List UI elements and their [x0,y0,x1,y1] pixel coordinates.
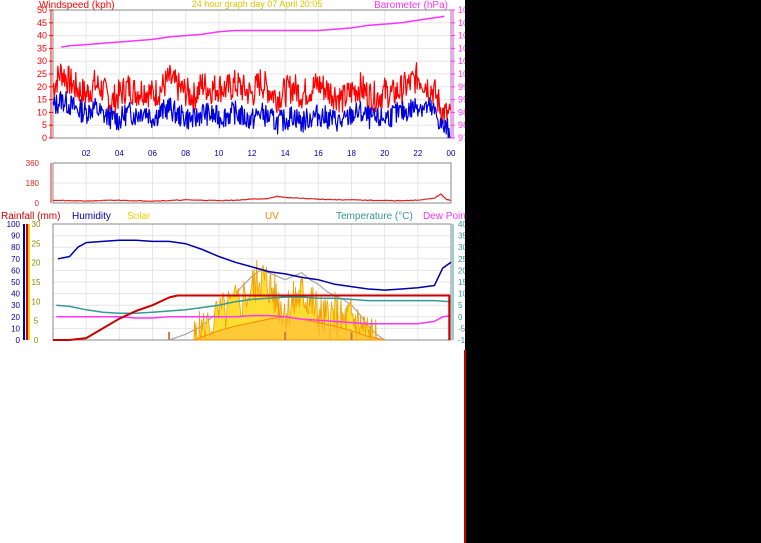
baro-right-tick-label: 1005 [458,56,465,66]
weather-x-tick-label: 04 [115,349,124,350]
wind-x-tick-label: 20 [380,149,389,158]
rain-tick-label: 20 [32,259,41,268]
weather-x-tick-label: 12 [248,349,257,350]
humidity-tick-label: 20 [11,313,20,322]
rain-tick-label: 5 [34,317,39,326]
wind-left-tick-label: 30 [37,56,47,66]
wind-left-tick-label: 20 [37,82,47,92]
wind-left-tick-label: 5 [42,120,47,130]
graph-panel: 0510152025303540455097598098599099510001… [0,0,465,543]
rain-tick-label: 0 [34,336,39,345]
barometer-axis-label: Barometer (hPa) [374,0,448,11]
wind-x-tick-label: 18 [347,149,356,158]
humidity-tick-label: 80 [11,243,20,252]
graph-title: 24 hour graph day 07 April 20:05 [192,0,323,9]
rain-tick-label: 30 [32,220,41,229]
baro-right-tick-label: 985 [458,107,465,117]
humidity-legend: Humidity [72,211,111,222]
panel-border-line [464,350,466,543]
wind-x-tick-label: 00 [447,149,456,158]
baro-right-tick-label: 1025 [458,5,465,15]
wind-left-tick-label: 40 [37,31,47,41]
humidity-tick-label: 30 [11,301,20,310]
weather-x-tick-label: 06 [148,349,157,350]
weather-x-tick-label: 08 [181,349,190,350]
direction-tick-label: 360 [26,159,40,168]
rainfall-legend: Rainfall (mm) [1,211,60,222]
humidity-tick-label: 40 [11,290,20,299]
weather-x-tick-label: 00 [447,349,456,350]
temperature-tick-label: 15 [458,278,465,287]
solar-max-line [168,269,386,341]
wind-x-tick-label: 14 [281,149,290,158]
baro-right-tick-label: 995 [458,82,465,92]
humidity-tick-label: 0 [16,336,21,345]
humidity-tick-label: 50 [11,278,20,287]
humidity-tick-label: 90 [11,232,20,241]
wind-x-tick-label: 02 [82,149,91,158]
weather-x-tick-label: 10 [214,349,223,350]
weather-x-tick-label: 14 [281,349,290,350]
wind-x-tick-label: 10 [214,149,223,158]
temperature-tick-label: 20 [458,266,465,275]
humidity-tick-label: 10 [11,324,20,333]
wind-gust-line [52,62,451,124]
weather-x-tick-label: 18 [347,349,356,350]
wind-average-line [52,90,451,139]
temperature-tick-label: 0 [458,313,463,322]
uv-legend: UV [265,211,279,222]
weather-graphs: 0510152025303540455097598098599099510001… [1,0,465,350]
dew-point-legend: Dew Point (°C) [423,211,465,222]
temperature-tick-label: 40 [458,220,465,229]
weather-x-tick-label: 20 [380,349,389,350]
direction-tick-label: 0 [35,199,40,208]
temperature-tick-label: 10 [458,290,465,299]
direction-plot-frame [52,162,452,204]
baro-right-tick-label: 975 [458,133,465,143]
wind-x-tick-label: 16 [314,149,323,158]
wind-left-tick-label: 35 [37,43,47,53]
temperature-tick-label: -10 [458,336,465,345]
baro-right-tick-label: 990 [458,95,465,105]
wind-left-tick-label: 0 [42,133,47,143]
temperature-tick-label: -5 [458,324,465,333]
humidity-line [57,239,452,291]
wind-left-tick-label: 25 [37,69,47,79]
weather-x-tick-label: 02 [82,349,91,350]
wind-direction-line [52,193,451,202]
baro-right-tick-label: 980 [458,120,465,130]
rainfall-line [53,294,451,341]
humidity-tick-label: 60 [11,266,20,275]
baro-right-tick-label: 1010 [458,43,465,53]
wind-left-tick-label: 15 [37,95,47,105]
weather-x-tick-label: 16 [314,349,323,350]
rain-tick-label: 15 [32,278,41,287]
temperature-legend: Temperature (°C) [336,211,413,222]
temperature-tick-label: 30 [458,243,465,252]
wind-x-tick-label: 08 [181,149,190,158]
rain-tick-label: 10 [32,297,41,306]
wind-left-tick-label: 50 [37,5,47,15]
humidity-tick-label: 100 [7,220,21,229]
windspeed-axis-label: Windspeed (kph) [39,0,115,11]
wind-x-tick-label: 04 [115,149,124,158]
temperature-tick-label: 25 [458,255,465,264]
barometer-line [61,15,445,48]
wind-left-tick-label: 10 [37,107,47,117]
humidity-tick-label: 70 [11,255,20,264]
wind-x-tick-label: 22 [413,149,422,158]
temperature-line [56,296,452,315]
solar-legend: Solar [127,211,151,222]
wind-x-tick-label: 12 [248,149,257,158]
wind-x-tick-label: 06 [148,149,157,158]
temperature-tick-label: 35 [458,232,465,241]
direction-tick-label: 180 [26,179,40,188]
wind-left-tick-label: 45 [37,18,47,28]
weather-x-tick-label: 22 [413,349,422,350]
temperature-tick-label: 5 [458,301,463,310]
rain-tick-label: 25 [32,239,41,248]
